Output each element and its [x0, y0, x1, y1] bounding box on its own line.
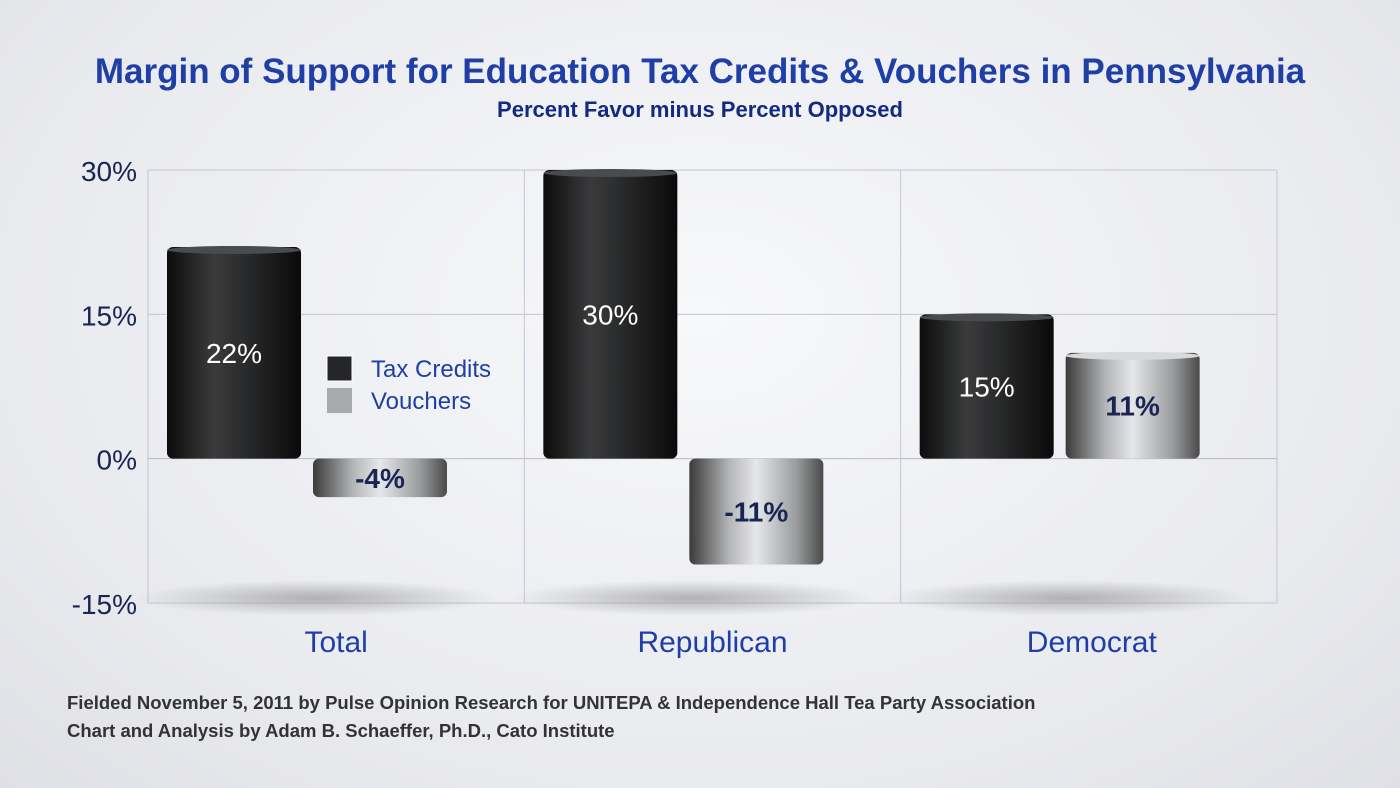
bar-shadow — [511, 580, 874, 616]
x-category-label: Total — [304, 626, 367, 659]
bar-value-label: -11% — [724, 497, 788, 528]
footer-credit: Chart and Analysis by Adam B. Schaeffer,… — [67, 720, 615, 741]
bar-cap — [1065, 351, 1200, 360]
bar-vouchers — [313, 458, 447, 498]
bar-shadow — [135, 580, 497, 616]
y-tick-label: 15% — [81, 300, 137, 331]
bar-cap — [167, 245, 301, 254]
y-tick-label: -15% — [72, 589, 137, 620]
x-category-label: Republican — [637, 626, 787, 659]
chart-title: Margin of Support for Education Tax Cred… — [94, 52, 1306, 91]
bar-vouchers — [1065, 352, 1200, 459]
bar-tax-credits — [167, 246, 301, 459]
legend-label-vouchers: Vouchers — [371, 388, 471, 415]
legend: Tax Credits Vouchers — [326, 355, 491, 415]
bar-cap — [543, 169, 678, 177]
bar-value-label: 15% — [959, 372, 1015, 403]
bar-tax-credits — [919, 314, 1054, 459]
legend-swatch-tax-credits — [326, 355, 353, 382]
bar-value-label: 30% — [582, 299, 638, 330]
footer-source: Fielded November 5, 2011 by Pulse Opinio… — [67, 692, 1036, 713]
bar-vouchers — [689, 458, 824, 565]
legend-swatch-vouchers — [327, 388, 352, 413]
legend-label-tax-credits: Tax Credits — [371, 356, 491, 383]
bar-shadow — [888, 580, 1250, 616]
bar-tax-credits — [543, 170, 678, 459]
chart-subtitle: Percent Favor minus Percent Opposed — [497, 97, 903, 122]
bar-value-label: 11% — [1105, 391, 1160, 422]
y-tick-label: 30% — [81, 156, 137, 187]
y-tick-label: 0% — [97, 445, 137, 476]
x-category-label: Democrat — [1027, 626, 1158, 659]
bar-value-label: -4% — [355, 463, 405, 494]
bar-cap — [919, 313, 1054, 322]
bar-value-label: 22% — [206, 338, 262, 369]
